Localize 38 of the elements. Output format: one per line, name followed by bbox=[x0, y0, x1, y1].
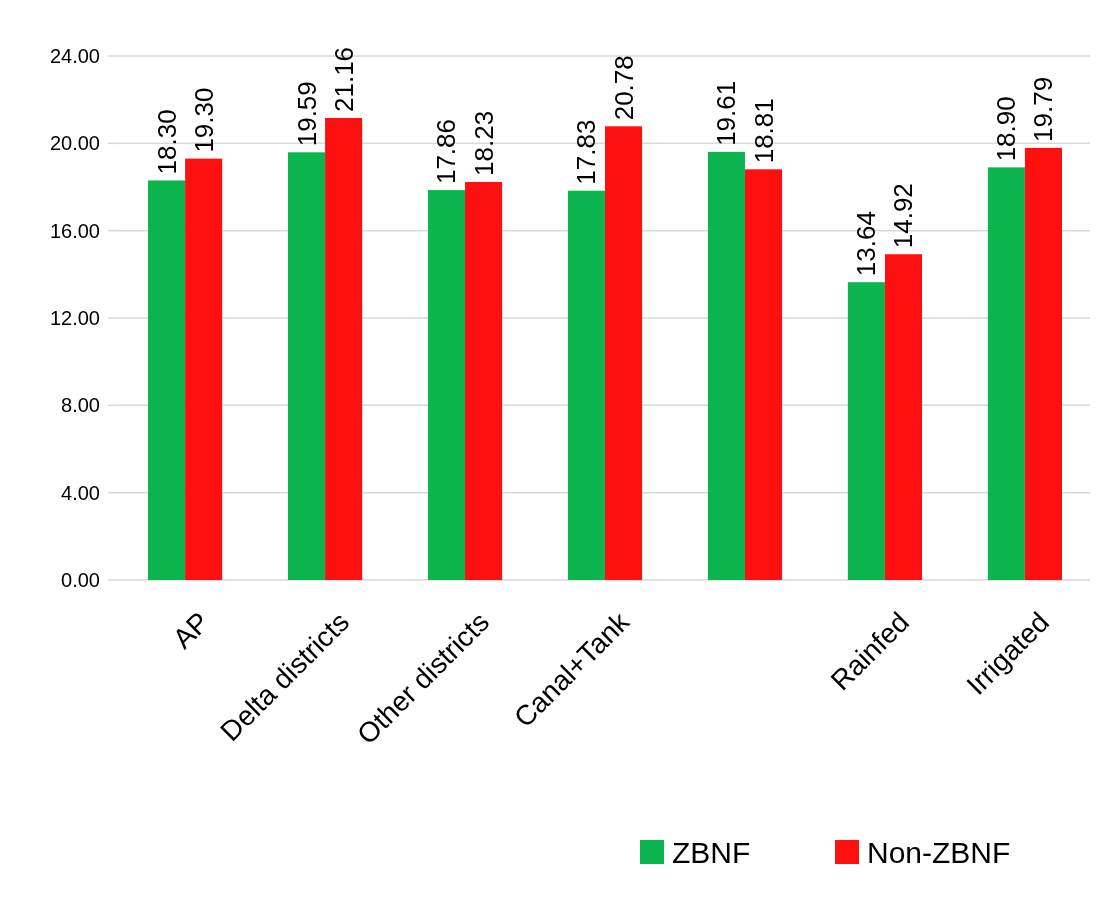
bar bbox=[147, 180, 186, 580]
bar bbox=[744, 169, 783, 580]
data-label: 18.23 bbox=[468, 110, 499, 176]
data-label: 18.30 bbox=[151, 109, 182, 175]
bar bbox=[567, 190, 605, 580]
bar bbox=[465, 181, 503, 580]
data-label: 19.30 bbox=[188, 87, 219, 153]
data-label: 17.86 bbox=[431, 118, 462, 185]
data-label: 17.83 bbox=[571, 119, 602, 185]
data-label: 20.78 bbox=[608, 55, 639, 121]
legend-label: Non-ZBNF bbox=[867, 835, 1011, 869]
bar bbox=[1024, 147, 1062, 580]
bar bbox=[427, 190, 466, 580]
y-tick-label: 0.00 bbox=[61, 569, 100, 591]
x-tick-label: AP bbox=[166, 606, 216, 655]
y-tick-label: 24.00 bbox=[49, 45, 100, 67]
bar bbox=[884, 254, 923, 580]
legend-label: ZBNF bbox=[672, 835, 751, 869]
bar bbox=[605, 126, 643, 580]
bar bbox=[987, 167, 1025, 580]
y-tick-label: 20.00 bbox=[49, 132, 100, 155]
y-tick-label: 12.00 bbox=[49, 307, 100, 329]
data-label: 21.16 bbox=[328, 46, 359, 113]
y-tick-label: 16.00 bbox=[49, 219, 100, 242]
y-tick-label: 4.00 bbox=[61, 481, 100, 504]
bar bbox=[287, 152, 326, 580]
data-label: 13.64 bbox=[851, 211, 882, 277]
bar bbox=[847, 282, 885, 580]
data-label: 19.79 bbox=[1028, 76, 1059, 142]
data-label: 14.92 bbox=[888, 183, 919, 249]
bar bbox=[185, 158, 223, 580]
bar bbox=[707, 151, 745, 580]
data-label: 18.90 bbox=[991, 96, 1022, 162]
bar bbox=[325, 118, 363, 580]
data-label: 18.81 bbox=[748, 98, 779, 164]
data-label: 19.61 bbox=[711, 80, 742, 146]
data-label: 19.59 bbox=[291, 81, 322, 147]
y-tick-label: 8.00 bbox=[61, 394, 100, 417]
